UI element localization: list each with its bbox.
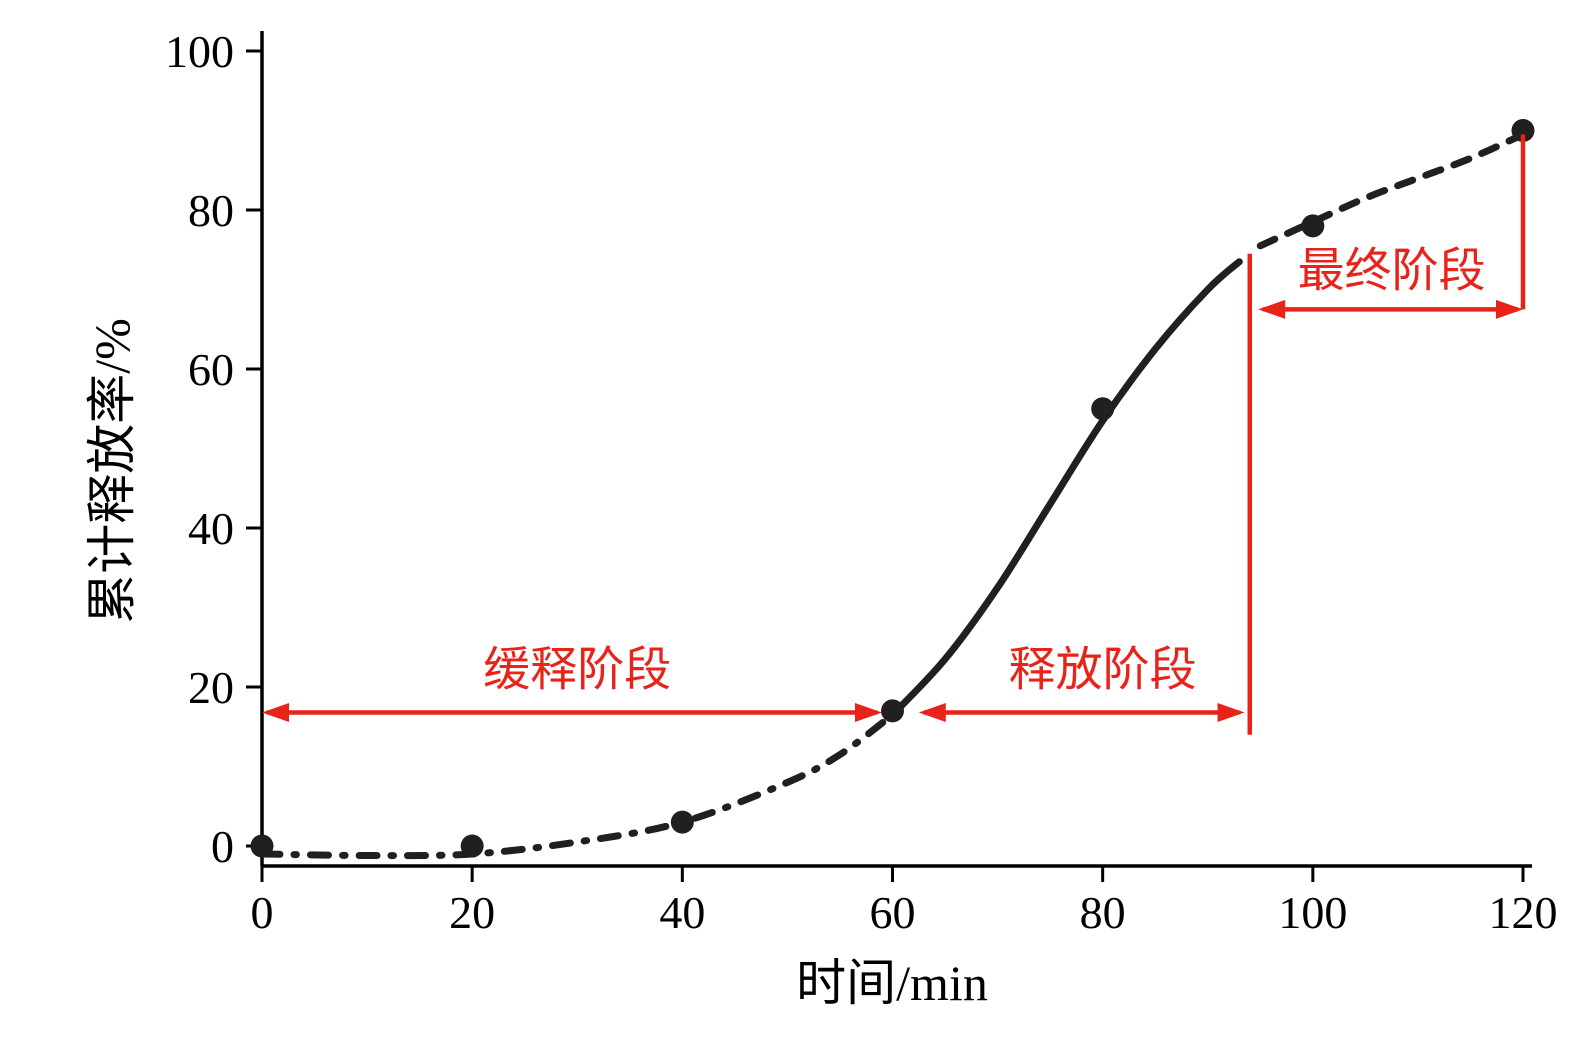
x-tick-label: 100 [1278, 887, 1347, 938]
arrowhead-left [262, 702, 289, 722]
y-tick-label: 20 [188, 662, 234, 713]
x-axis-label: 时间/min [796, 955, 988, 1011]
x-tick-label: 0 [251, 887, 274, 938]
arrowhead-right [854, 702, 882, 722]
x-tick-label: 40 [659, 887, 705, 938]
arrowhead-right [1496, 299, 1523, 319]
arrowhead-left [918, 702, 946, 722]
curve-segment-dashdot [258, 711, 896, 860]
data-point [670, 810, 694, 834]
stage-label-release: 释放阶段 [1008, 644, 1197, 697]
x-tick-label: 20 [449, 887, 495, 938]
x-tick-label: 60 [870, 887, 916, 938]
release-curve-chart: 0 20 40 60 80 100 120 0 20 40 60 80 100 累计释放率/% 时间/m… [40, 16, 1575, 1032]
y-tick-label: 0 [211, 821, 234, 872]
y-axis-label: 累计释放率/% [84, 318, 140, 624]
data-point [1301, 214, 1325, 238]
curve-segment-solid [889, 258, 1243, 719]
curve-segment-dashed [1256, 131, 1527, 250]
y-tick-label: 100 [165, 26, 234, 77]
y-tick-label: 40 [188, 503, 234, 554]
y-tick-label: 80 [188, 185, 234, 236]
data-point [250, 834, 274, 858]
y-tick-label: 60 [188, 344, 234, 395]
data-point [1091, 397, 1115, 421]
stage-label-final: 最终阶段 [1297, 245, 1486, 298]
arrowhead-left [1258, 299, 1286, 319]
x-tick-label: 80 [1080, 887, 1126, 938]
chart-canvas: 0 20 40 60 80 100 120 0 20 40 60 80 100 [165, 26, 1558, 938]
data-point [881, 699, 904, 723]
x-tick-label: 120 [1489, 887, 1558, 938]
stage-label-slow-release: 缓释阶段 [483, 644, 672, 697]
data-point [460, 834, 484, 858]
data-point [1511, 119, 1535, 142]
arrowhead-right [1217, 702, 1245, 722]
